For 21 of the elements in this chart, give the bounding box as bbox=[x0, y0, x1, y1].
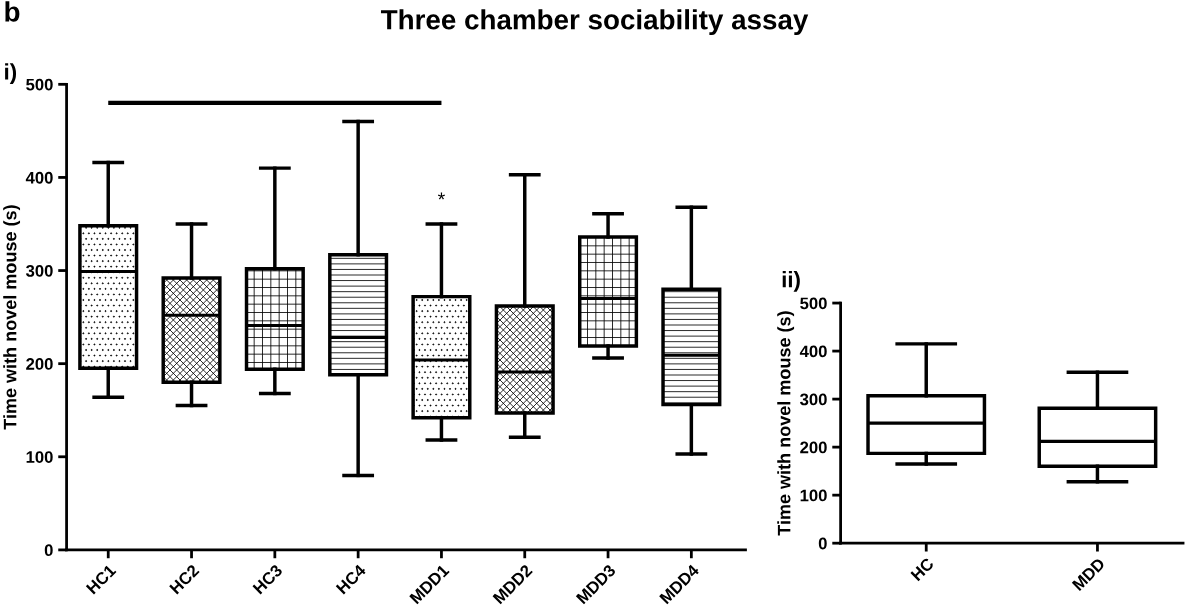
y-tick-label: 300 bbox=[25, 264, 53, 277]
y-tick-label: 0 bbox=[818, 537, 827, 550]
x-tick-label: HC bbox=[910, 557, 935, 582]
y-tick-label: 0 bbox=[44, 544, 53, 557]
y-tick-label: 200 bbox=[26, 358, 53, 370]
x-tick-label: HC1 bbox=[85, 563, 117, 595]
y-tick-label: 100 bbox=[26, 451, 53, 463]
y-axis-title: Time with novel mouse (s) bbox=[3, 205, 21, 430]
chart-title: Three chamber sociability assay bbox=[380, 9, 809, 36]
text: ii) bbox=[782, 271, 800, 292]
y-tick-label: 300 bbox=[800, 393, 827, 406]
y-tick-label: 200 bbox=[800, 441, 827, 454]
y-tick-label: 500 bbox=[800, 297, 827, 310]
text: i) bbox=[5, 63, 17, 85]
text: b bbox=[5, 1, 20, 22]
y-tick-label: 100 bbox=[800, 489, 827, 502]
y-tick-label: 400 bbox=[25, 171, 53, 184]
y-tick-label: 500 bbox=[26, 78, 53, 91]
y-axis-title: Time with novel mouse (s) bbox=[777, 311, 795, 536]
y-tick-label: 400 bbox=[799, 345, 827, 358]
annotation: * bbox=[437, 192, 445, 200]
